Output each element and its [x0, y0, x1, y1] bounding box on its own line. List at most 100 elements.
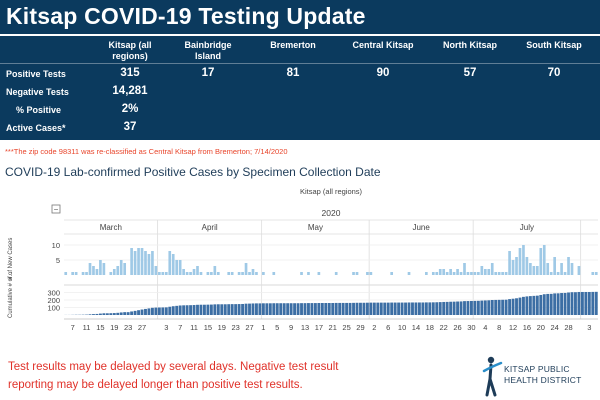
cumulative-bar	[577, 291, 581, 315]
cumulative-bar	[528, 296, 532, 315]
cumulative-bar	[102, 313, 106, 315]
title-bar: Kitsap COVID-19 Testing Update	[0, 0, 600, 34]
y-label-cum: Cumulative # of...	[8, 271, 14, 318]
new-case-bar	[206, 272, 210, 275]
x-tick-label: 15	[96, 323, 104, 332]
new-case-bar	[272, 272, 276, 275]
cumulative-bar	[296, 303, 300, 315]
new-case-bar	[497, 272, 501, 275]
new-case-bar	[109, 272, 113, 275]
negative-kitsap: 14,281	[112, 85, 148, 97]
cumulative-bar	[414, 302, 418, 315]
cumulative-bar	[133, 310, 137, 315]
cumulative-bar	[199, 304, 203, 315]
new-case-bar	[189, 272, 192, 275]
new-case-bar	[480, 266, 484, 275]
cumulative-bar	[456, 301, 459, 315]
cumulative-bar	[123, 312, 127, 315]
cumulative-bar	[445, 301, 449, 315]
cumulative-bar	[241, 303, 245, 315]
x-tick-label: 6	[386, 323, 390, 332]
stats-table: Kitsap (all regions) Bainbridge Island B…	[0, 36, 600, 140]
new-case-bar	[227, 272, 231, 275]
cumulative-bar	[587, 291, 591, 315]
new-case-bar	[119, 260, 123, 275]
cumulative-bar	[365, 302, 369, 315]
new-case-bar	[241, 272, 244, 275]
new-case-bar	[147, 254, 151, 275]
collapse-symbol: −	[54, 205, 59, 214]
new-case-bar	[102, 263, 106, 275]
cumulative-bar	[372, 302, 376, 315]
cumulative-bar	[348, 302, 352, 315]
new-case-bar	[95, 269, 99, 275]
new-case-bar	[483, 269, 487, 275]
cumulative-bar	[369, 302, 373, 315]
cumulative-bar	[150, 307, 154, 315]
cumulative-bar	[144, 308, 147, 315]
collapse-toggle	[51, 204, 61, 214]
new-case-bar	[470, 272, 473, 275]
cumulative-bar	[452, 301, 456, 315]
new-case-bar	[549, 272, 553, 275]
cumulative-bar	[490, 300, 494, 315]
x-tick-label: 23	[124, 323, 132, 332]
new-case-bar	[366, 272, 369, 275]
cumulative-bar	[338, 302, 342, 315]
cumulative-bar	[525, 296, 529, 315]
new-case-bar	[511, 260, 515, 275]
cumulative-bar	[92, 314, 95, 315]
cumulative-bar	[466, 301, 470, 315]
page-title: Kitsap COVID-19 Testing Update	[6, 3, 366, 29]
x-tick-label: 8	[497, 323, 501, 332]
x-tick-label: 29	[356, 323, 364, 332]
new-case-bar	[473, 272, 477, 275]
new-case-bar	[529, 263, 532, 275]
cases-chart: Kitsap (all regions) 2020 − March April May Ju…	[8, 187, 598, 332]
cumulative-bar	[137, 310, 140, 315]
cumulative-bar	[497, 299, 501, 315]
new-case-bar	[64, 272, 68, 275]
cumulative-bar	[539, 294, 543, 315]
new-case-bar	[244, 263, 248, 275]
x-tick-label: 19	[110, 323, 118, 332]
cumulative-bar	[189, 305, 192, 315]
x-tick-label: 22	[440, 323, 448, 332]
cumulative-bar	[570, 292, 574, 315]
new-case-bar	[140, 248, 144, 275]
y-label-new: # of New Cases	[8, 238, 14, 280]
cumulative-bar	[317, 303, 321, 315]
new-case-bar	[307, 272, 310, 275]
new-case-bar	[185, 272, 189, 275]
new-case-bar	[532, 266, 536, 275]
new-case-bar	[300, 272, 303, 275]
cumulative-bar	[272, 303, 276, 315]
cumulative-bar	[313, 303, 317, 315]
cumulative-bar	[168, 306, 172, 315]
cumulative-bar	[154, 307, 158, 315]
cumulative-bar	[147, 308, 151, 315]
new-case-bar	[182, 269, 185, 275]
cumulative-bar	[220, 304, 224, 315]
cumulative-bar	[268, 303, 272, 315]
new-case-bar	[171, 254, 175, 275]
x-tick-label: 10	[398, 323, 406, 332]
cumulative-bar	[376, 302, 380, 315]
cumulative-bar	[487, 300, 491, 315]
new-case-bar	[570, 263, 574, 275]
cumulative-bar	[522, 296, 525, 315]
new-case-bar	[459, 272, 463, 275]
reclassification-note: ***The zip code 98311 was re-classified …	[5, 147, 288, 156]
cumulative-bar	[463, 301, 466, 315]
cumulative-bar	[546, 293, 550, 315]
x-tick-label: 3	[587, 323, 591, 332]
new-case-bar	[255, 272, 258, 275]
cumulative-bar	[126, 312, 130, 315]
cumulative-bar	[307, 303, 310, 315]
new-case-bar	[178, 260, 182, 275]
new-case-bar	[199, 272, 203, 275]
cumulative-bar	[130, 311, 134, 315]
cumulative-bar	[255, 303, 258, 315]
col-header-kitsap: Kitsap (all regions)	[108, 40, 152, 61]
cumulative-bar	[182, 305, 186, 315]
